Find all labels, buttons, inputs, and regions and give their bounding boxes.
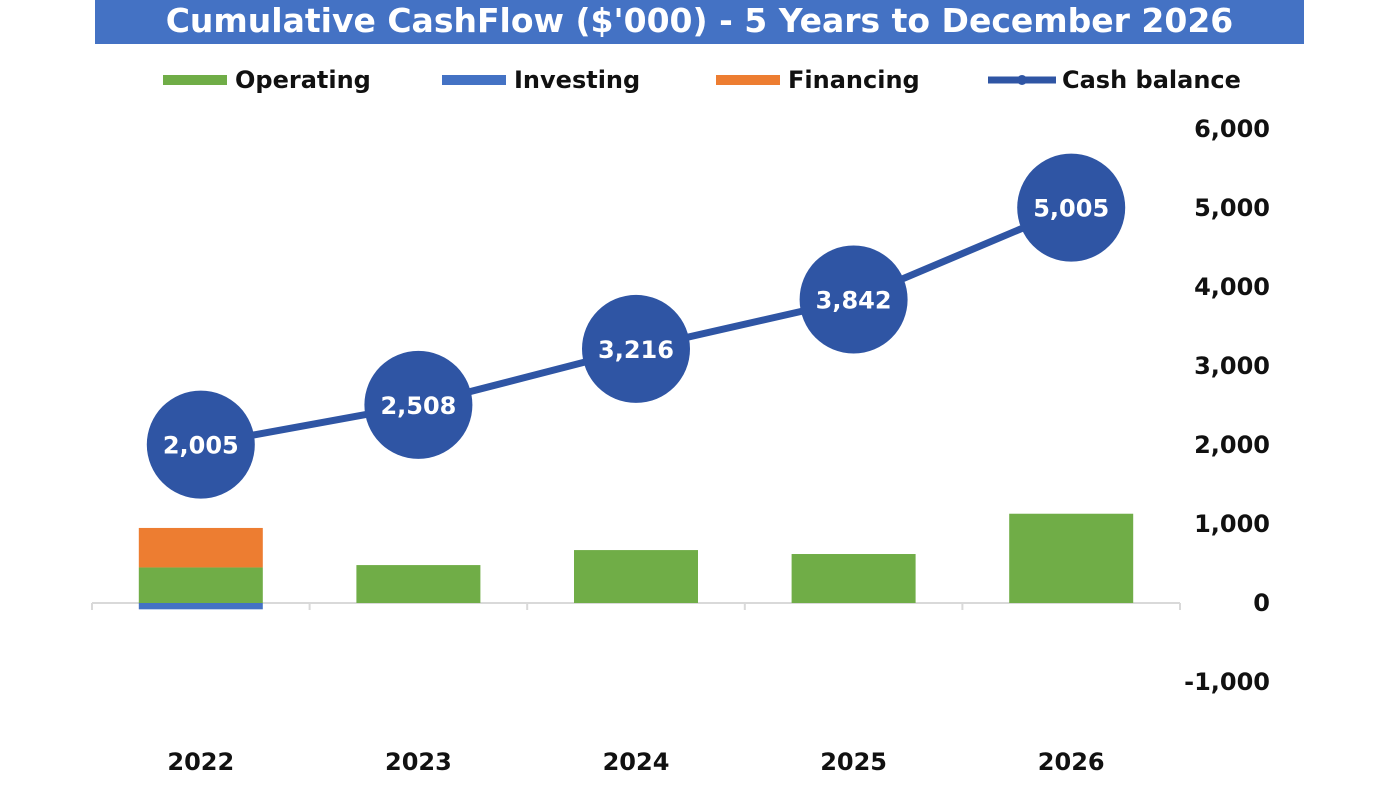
bar-operating-2026 <box>1009 513 1134 603</box>
y-tick-label: 2,000 <box>1194 431 1270 459</box>
bar-operating-2025 <box>791 554 916 603</box>
chart-title-bar: Cumulative CashFlow ($'000) - 5 Years to… <box>95 0 1304 44</box>
cash-balance-point <box>1017 153 1126 262</box>
y-tick-label: -1,000 <box>1184 668 1270 696</box>
cash-balance-point <box>146 390 255 499</box>
x-tick-label: 2025 <box>820 748 887 776</box>
cash-balance-data-label: 5,005 <box>1033 195 1109 223</box>
legend-swatch-financing <box>716 75 780 85</box>
cash-balance-data-label: 3,842 <box>816 286 892 314</box>
y-tick-label: 0 <box>1253 589 1270 617</box>
y-tick-label: 5,000 <box>1194 194 1270 222</box>
bar-financing-2022 <box>138 527 263 568</box>
x-tick-label: 2022 <box>167 748 234 776</box>
y-tick-label: 3,000 <box>1194 352 1270 380</box>
x-tick-label: 2026 <box>1038 748 1105 776</box>
cash-balance-data-label: 2,005 <box>163 432 239 460</box>
legend-marker-cash-balance <box>1017 75 1027 85</box>
legend-swatch-cash-balance <box>988 75 1056 85</box>
bar-operating-2022 <box>138 567 263 603</box>
y-tick-label: 1,000 <box>1194 510 1270 538</box>
x-tick-label: 2024 <box>603 748 670 776</box>
legend-swatch-investing <box>442 75 506 85</box>
cash-balance-point <box>582 294 690 403</box>
legend-label-financing: Financing <box>788 66 920 94</box>
cash-balance-data-label: 2,508 <box>380 392 456 420</box>
y-tick-label: 6,000 <box>1194 115 1270 143</box>
cash-balance-point <box>799 245 908 354</box>
chart-legend: Operating Investing Financing Cash balan… <box>0 62 1396 98</box>
bar-operating-2023 <box>356 565 481 603</box>
legend-label-operating: Operating <box>235 66 371 94</box>
cash-balance-data-label: 3,216 <box>598 336 674 364</box>
legend-label-cash-balance: Cash balance <box>1062 66 1241 94</box>
bar-operating-2024 <box>574 550 698 603</box>
bar-investing-2022 <box>138 603 263 610</box>
cash-balance-point <box>364 350 473 459</box>
legend-label-investing: Investing <box>514 66 641 94</box>
chart-title: Cumulative CashFlow ($'000) - 5 Years to… <box>165 1 1234 40</box>
legend-swatch-operating <box>163 75 227 85</box>
x-tick-label: 2023 <box>385 748 452 776</box>
y-tick-label: 4,000 <box>1194 273 1270 301</box>
